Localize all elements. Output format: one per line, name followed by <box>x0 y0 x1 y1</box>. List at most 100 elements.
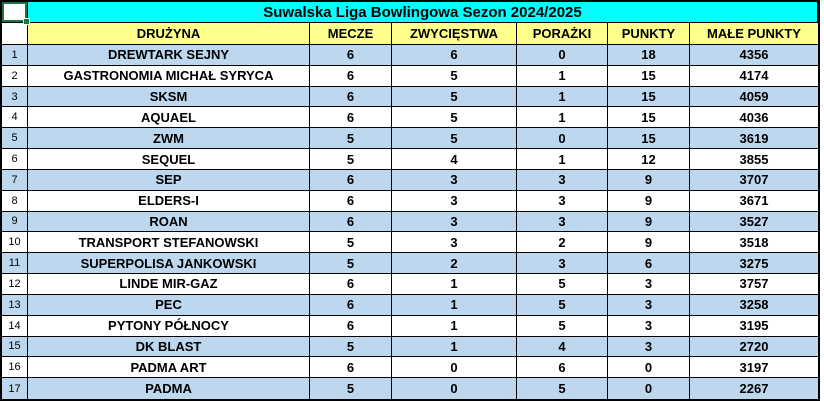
cell-pos[interactable]: 12 <box>2 274 28 295</box>
cell-team[interactable]: DK BLAST <box>28 336 310 358</box>
cell-mecze[interactable]: 6 <box>310 107 392 129</box>
cell-team[interactable]: GASTRONOMIA MICHAŁ SYRYCA <box>28 65 310 87</box>
cell-porazki[interactable]: 2 <box>517 232 608 254</box>
cell-male-punkty[interactable]: 3195 <box>690 315 818 337</box>
cell-punkty[interactable]: 9 <box>608 169 690 191</box>
cell-mecze[interactable]: 6 <box>310 274 392 295</box>
cell-zwyciestwa[interactable]: 3 <box>392 232 517 254</box>
cell-team[interactable]: SUPERPOLISA JANKOWSKI <box>28 253 310 275</box>
cell-porazki[interactable]: 3 <box>517 253 608 275</box>
cell-team[interactable]: SEQUEL <box>28 149 310 170</box>
cell-pos[interactable]: 1 <box>2 45 28 66</box>
cell-porazki[interactable]: 3 <box>517 190 608 212</box>
cell-pos[interactable]: 10 <box>2 232 28 254</box>
cell-porazki[interactable]: 5 <box>517 315 608 337</box>
cell-zwyciestwa[interactable]: 1 <box>392 336 517 358</box>
cell-zwyciestwa[interactable]: 5 <box>392 128 517 150</box>
cell-pos[interactable]: 16 <box>2 357 28 379</box>
corner-cell[interactable] <box>2 23 28 45</box>
cell-mecze[interactable]: 5 <box>310 128 392 150</box>
cell-zwyciestwa[interactable]: 3 <box>392 190 517 212</box>
cell-pos[interactable]: 2 <box>2 65 28 87</box>
cell-punkty[interactable]: 15 <box>608 86 690 108</box>
cell-mecze[interactable]: 6 <box>310 211 392 233</box>
cell-male-punkty[interactable]: 3619 <box>690 128 818 150</box>
cell-male-punkty[interactable]: 3855 <box>690 149 818 170</box>
cell-pos[interactable]: 6 <box>2 149 28 170</box>
cell-zwyciestwa[interactable]: 1 <box>392 274 517 295</box>
cell-porazki[interactable]: 4 <box>517 336 608 358</box>
cell-mecze[interactable]: 5 <box>310 149 392 170</box>
cell-team[interactable]: SEP <box>28 169 310 191</box>
header-zwyciestwa[interactable]: ZWYCIĘSTWA <box>392 23 517 45</box>
cell-mecze[interactable]: 5 <box>310 253 392 275</box>
cell-punkty[interactable]: 0 <box>608 378 690 399</box>
cell-mecze[interactable]: 5 <box>310 232 392 254</box>
cell-mecze[interactable]: 6 <box>310 315 392 337</box>
cell-punkty[interactable]: 3 <box>608 336 690 358</box>
cell-zwyciestwa[interactable]: 1 <box>392 315 517 337</box>
cell-pos[interactable]: 5 <box>2 128 28 150</box>
cell-team[interactable]: PYTONY PÓŁNOCY <box>28 315 310 337</box>
cell-team[interactable]: ELDERS-I <box>28 190 310 212</box>
cell-male-punkty[interactable]: 3707 <box>690 169 818 191</box>
cell-porazki[interactable]: 1 <box>517 86 608 108</box>
cell-mecze[interactable]: 5 <box>310 336 392 358</box>
cell-porazki[interactable]: 5 <box>517 294 608 316</box>
cell-punkty[interactable]: 9 <box>608 232 690 254</box>
cell-porazki[interactable]: 6 <box>517 357 608 379</box>
cell-male-punkty[interactable]: 4059 <box>690 86 818 108</box>
cell-zwyciestwa[interactable]: 6 <box>392 45 517 66</box>
header-porazki[interactable]: PORAŻKI <box>517 23 608 45</box>
header-mecze[interactable]: MECZE <box>310 23 392 45</box>
cell-mecze[interactable]: 6 <box>310 169 392 191</box>
cell-mecze[interactable]: 6 <box>310 190 392 212</box>
cell-mecze[interactable]: 6 <box>310 357 392 379</box>
cell-zwyciestwa[interactable]: 2 <box>392 253 517 275</box>
cell-mecze[interactable]: 6 <box>310 86 392 108</box>
cell-pos[interactable]: 15 <box>2 336 28 358</box>
cell-punkty[interactable]: 6 <box>608 253 690 275</box>
cell-male-punkty[interactable]: 4036 <box>690 107 818 129</box>
cell-porazki[interactable]: 3 <box>517 169 608 191</box>
cell-mecze[interactable]: 5 <box>310 378 392 399</box>
cell-male-punkty[interactable]: 3671 <box>690 190 818 212</box>
cell-mecze[interactable]: 6 <box>310 294 392 316</box>
cell-mecze[interactable]: 6 <box>310 45 392 66</box>
cell-porazki[interactable]: 1 <box>517 149 608 170</box>
cell-punkty[interactable]: 3 <box>608 294 690 316</box>
cell-team[interactable]: TRANSPORT STEFANOWSKI <box>28 232 310 254</box>
cell-porazki[interactable]: 5 <box>517 274 608 295</box>
cell-team[interactable]: ZWM <box>28 128 310 150</box>
cell-team[interactable]: PADMA <box>28 378 310 399</box>
cell-zwyciestwa[interactable]: 1 <box>392 294 517 316</box>
cell-team[interactable]: PADMA ART <box>28 357 310 379</box>
cell-team[interactable]: SKSM <box>28 86 310 108</box>
cell-zwyciestwa[interactable]: 0 <box>392 357 517 379</box>
cell-punkty[interactable]: 0 <box>608 357 690 379</box>
cell-male-punkty[interactable]: 4174 <box>690 65 818 87</box>
cell-punkty[interactable]: 3 <box>608 315 690 337</box>
cell-pos[interactable]: 7 <box>2 169 28 191</box>
cell-punkty[interactable]: 9 <box>608 190 690 212</box>
cell-zwyciestwa[interactable]: 4 <box>392 149 517 170</box>
cell-zwyciestwa[interactable]: 0 <box>392 378 517 399</box>
cell-punkty[interactable]: 15 <box>608 65 690 87</box>
cell-zwyciestwa[interactable]: 5 <box>392 86 517 108</box>
cell-punkty[interactable]: 3 <box>608 274 690 295</box>
cell-pos[interactable]: 9 <box>2 211 28 233</box>
cell-male-punkty[interactable]: 3527 <box>690 211 818 233</box>
cell-porazki[interactable]: 0 <box>517 45 608 66</box>
cell-team[interactable]: AQUAEL <box>28 107 310 129</box>
cell-zwyciestwa[interactable]: 3 <box>392 169 517 191</box>
cell-punkty[interactable]: 15 <box>608 128 690 150</box>
header-male-punkty[interactable]: MAŁE PUNKTY <box>690 23 818 45</box>
cell-porazki[interactable]: 1 <box>517 65 608 87</box>
header-druzyna[interactable]: DRUŻYNA <box>28 23 310 45</box>
cell-zwyciestwa[interactable]: 5 <box>392 65 517 87</box>
cell-porazki[interactable]: 0 <box>517 128 608 150</box>
fill-handle[interactable] <box>23 18 30 25</box>
cell-pos[interactable]: 13 <box>2 294 28 316</box>
cell-mecze[interactable]: 6 <box>310 65 392 87</box>
header-punkty[interactable]: PUNKTY <box>608 23 690 45</box>
